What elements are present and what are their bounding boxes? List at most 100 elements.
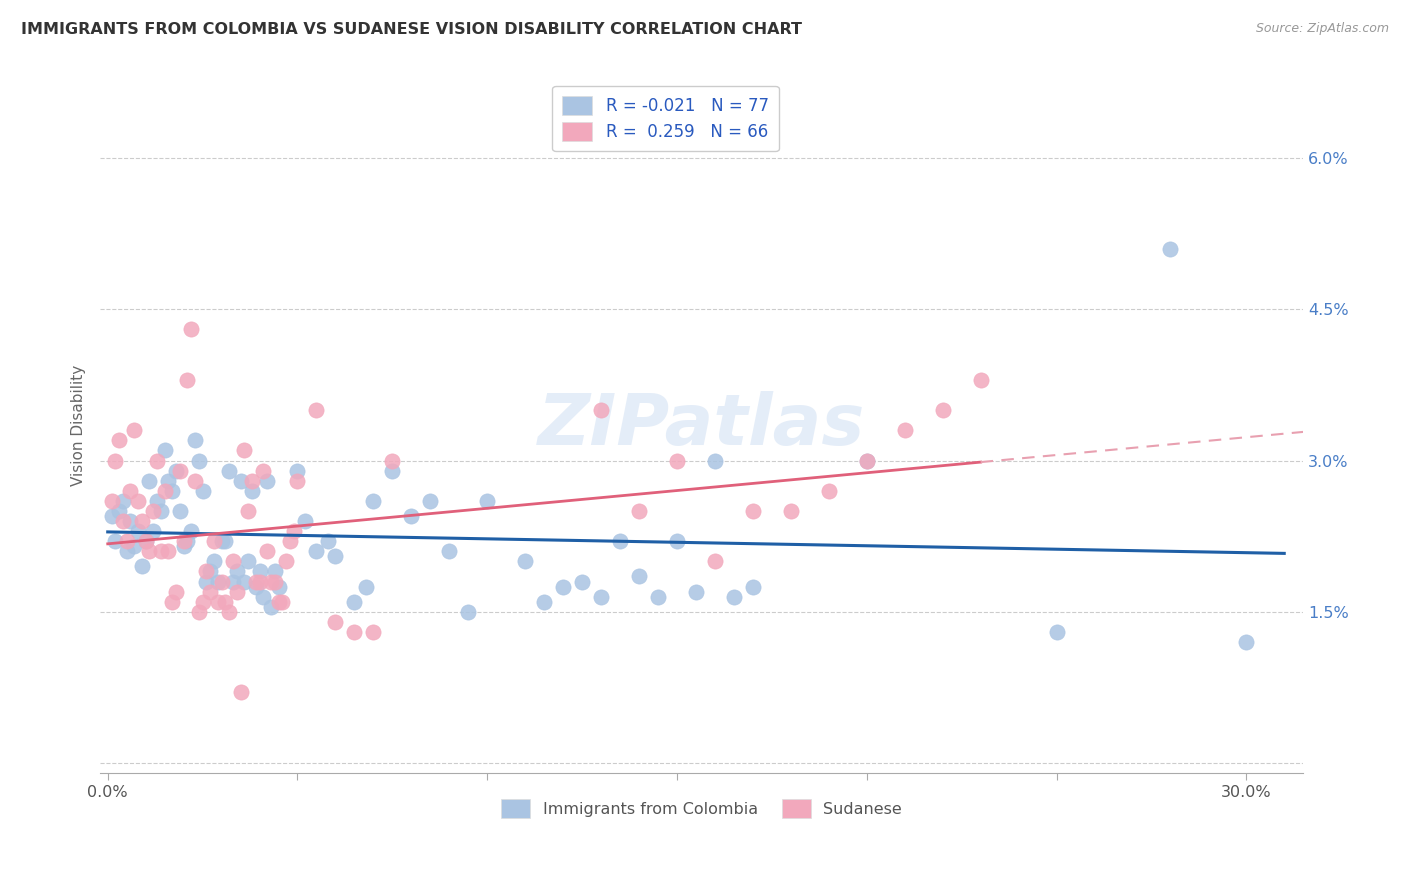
Point — [381, 464, 404, 478]
Point — [142, 524, 165, 538]
Point — [120, 483, 142, 498]
Point — [271, 595, 294, 609]
Point — [316, 534, 339, 549]
Point — [173, 534, 195, 549]
Point — [108, 504, 131, 518]
Point — [157, 474, 180, 488]
Point — [591, 590, 613, 604]
Point — [533, 595, 555, 609]
Point — [256, 474, 278, 488]
Point — [1045, 624, 1067, 639]
Point — [263, 574, 285, 589]
Point — [202, 554, 225, 568]
Point — [108, 434, 131, 448]
Point — [591, 403, 613, 417]
Point — [363, 494, 385, 508]
Point — [229, 474, 252, 488]
Point — [135, 534, 157, 549]
Point — [149, 504, 172, 518]
Point — [457, 605, 479, 619]
Point — [104, 534, 127, 549]
Point — [138, 474, 160, 488]
Point — [184, 434, 207, 448]
Point — [104, 453, 127, 467]
Point — [180, 524, 202, 538]
Point — [131, 514, 153, 528]
Point — [704, 453, 727, 467]
Point — [225, 565, 247, 579]
Point — [267, 580, 290, 594]
Point — [180, 322, 202, 336]
Point — [111, 514, 134, 528]
Point — [240, 474, 263, 488]
Point — [225, 584, 247, 599]
Point — [647, 590, 669, 604]
Point — [741, 504, 763, 518]
Point — [893, 423, 915, 437]
Point — [287, 464, 309, 478]
Point — [287, 474, 309, 488]
Point — [260, 574, 283, 589]
Point — [274, 554, 297, 568]
Point — [741, 580, 763, 594]
Y-axis label: Vision Disability: Vision Disability — [72, 365, 86, 486]
Point — [723, 590, 745, 604]
Point — [233, 574, 256, 589]
Point — [628, 569, 651, 583]
Point — [1159, 242, 1181, 256]
Point — [149, 544, 172, 558]
Point — [169, 504, 191, 518]
Point — [100, 508, 122, 523]
Point — [325, 615, 347, 629]
Point — [184, 474, 207, 488]
Point — [229, 685, 252, 699]
Point — [855, 453, 877, 467]
Point — [211, 574, 233, 589]
Point — [325, 549, 347, 564]
Point — [245, 574, 267, 589]
Point — [100, 494, 122, 508]
Point — [343, 595, 366, 609]
Point — [343, 624, 366, 639]
Point — [111, 494, 134, 508]
Point — [176, 534, 198, 549]
Point — [138, 544, 160, 558]
Point — [553, 580, 575, 594]
Point — [267, 595, 290, 609]
Point — [176, 373, 198, 387]
Point — [211, 534, 233, 549]
Point — [195, 574, 218, 589]
Point — [305, 403, 328, 417]
Point — [817, 483, 839, 498]
Point — [401, 508, 423, 523]
Point — [218, 464, 240, 478]
Point — [931, 403, 953, 417]
Point — [153, 483, 176, 498]
Point — [381, 453, 404, 467]
Point — [233, 443, 256, 458]
Point — [157, 544, 180, 558]
Point — [115, 534, 138, 549]
Point — [363, 624, 385, 639]
Legend: Immigrants from Colombia, Sudanese: Immigrants from Colombia, Sudanese — [495, 793, 908, 824]
Point — [169, 464, 191, 478]
Point — [207, 595, 229, 609]
Point — [124, 539, 146, 553]
Point — [628, 504, 651, 518]
Point — [202, 534, 225, 549]
Point — [115, 544, 138, 558]
Point — [187, 605, 209, 619]
Point — [283, 524, 305, 538]
Point — [294, 514, 316, 528]
Point — [187, 453, 209, 467]
Point — [124, 423, 146, 437]
Point — [252, 464, 274, 478]
Point — [240, 483, 263, 498]
Point — [218, 605, 240, 619]
Point — [252, 590, 274, 604]
Point — [666, 453, 689, 467]
Point — [173, 539, 195, 553]
Point — [222, 554, 245, 568]
Point — [146, 453, 169, 467]
Point — [165, 464, 187, 478]
